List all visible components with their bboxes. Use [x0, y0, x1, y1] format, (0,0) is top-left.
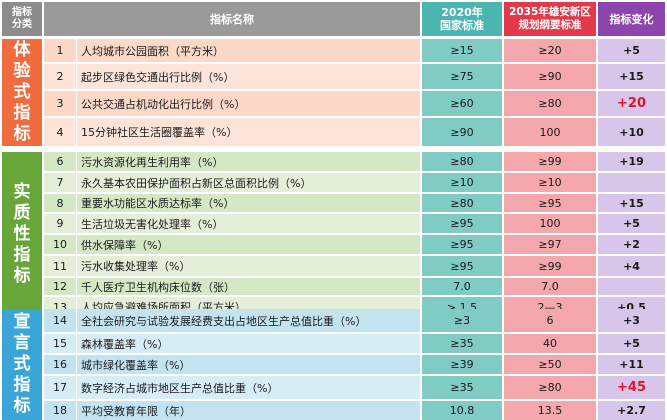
xiongan-standard: 6 [504, 309, 596, 332]
indicator-change [598, 173, 665, 192]
xiongan-standard: ≥99 [504, 152, 596, 171]
row-number: 2 [44, 64, 76, 89]
indicator-change: +2.7 [598, 401, 665, 420]
xiongan-standard: ≥10 [504, 173, 596, 192]
indicator-name: 数字经济占城市地区生产总值比重（%） [77, 376, 420, 399]
national-standard: ≥3 [422, 309, 502, 332]
indicator-name: 人均城市公园面积（平方米） [77, 39, 420, 62]
xiongan-standard: ≥80 [504, 376, 596, 399]
indicator-name: 全社会研究与试验发展经费支出占地区生产总值比重（%） [77, 309, 420, 332]
national-standard: ≥75 [422, 64, 502, 89]
national-standard: ≥15 [422, 39, 502, 62]
header-national-standard: 2020年 国家标准 [422, 2, 502, 36]
indicator-change: +2 [598, 235, 665, 254]
xiongan-standard: ≥20 [504, 39, 596, 62]
national-standard: ≥35 [422, 376, 502, 399]
row-number: 11 [44, 256, 76, 276]
national-standard: ≥35 [422, 334, 502, 353]
xiongan-standard: 7.0 [504, 278, 596, 295]
row-number: 7 [44, 173, 76, 192]
indicator-name: 生活垃圾无害化处理率（%） [77, 214, 420, 233]
national-standard: ≥95 [422, 214, 502, 233]
indicator-name: 重要水功能区水质达标率（%） [77, 194, 420, 212]
header-category: 指标 分类 [2, 2, 42, 36]
row-number: 8 [44, 194, 76, 212]
national-standard: ≥95 [422, 235, 502, 254]
indicator-name: 城市绿化覆盖率（%） [77, 355, 420, 374]
national-standard: ≥80 [422, 194, 502, 212]
national-standard: ≥39 [422, 355, 502, 374]
xiongan-standard: 100 [504, 214, 596, 233]
xiongan-standard: ≥50 [504, 355, 596, 374]
xiongan-standard: ≥95 [504, 194, 596, 212]
xiongan-standard: 13.5 [504, 401, 596, 420]
row-number: 17 [44, 376, 76, 399]
indicator-change: +15 [598, 194, 665, 212]
indicator-change: +5 [598, 39, 665, 62]
indicator-name: 起步区绿色交通出行比例（%） [77, 64, 420, 89]
header-xiongan-standard: 2035年雄安新区 规划纲要标准 [504, 2, 596, 36]
row-number: 15 [44, 334, 76, 353]
row-number: 12 [44, 278, 76, 295]
indicator-name: 公共交通占机动化出行比例（%） [77, 91, 420, 116]
row-number: 18 [44, 401, 76, 420]
xiongan-standard: 100 [504, 118, 596, 146]
indicator-name: 千人医疗卫生机构床位数（张） [77, 278, 420, 295]
indicator-name: 永久基本农田保护面积占新区总面积比例（%） [77, 173, 420, 192]
header-indicator-name: 指标名称 [44, 2, 420, 36]
row-number: 3 [44, 91, 76, 116]
indicator-change: +11 [598, 355, 665, 374]
national-standard: ≥10 [422, 173, 502, 192]
row-number: 16 [44, 355, 76, 374]
indicator-change: +20 [598, 91, 665, 116]
row-number: 4 [44, 118, 76, 146]
national-standard: 7.0 [422, 278, 502, 295]
indicator-name: 供水保障率（%） [77, 235, 420, 254]
row-number: 14 [44, 309, 76, 332]
row-number: 10 [44, 235, 76, 254]
row-number: 6 [44, 152, 76, 171]
xiongan-standard: ≥90 [504, 64, 596, 89]
xiongan-standard: ≥97 [504, 235, 596, 254]
national-standard: 10.8 [422, 401, 502, 420]
xiongan-standard: 40 [504, 334, 596, 353]
indicator-name: 森林覆盖率（%） [77, 334, 420, 353]
indicator-change [598, 278, 665, 295]
indicator-change: +3 [598, 309, 665, 332]
category-label: 体 验 式 指 标 [2, 39, 42, 146]
indicator-change: +5 [598, 214, 665, 233]
indicator-name: 平均受教育年限（年） [77, 401, 420, 420]
indicator-change: +5 [598, 334, 665, 353]
category-label: 实 质 性 指 标 [2, 152, 42, 317]
national-standard: ≥95 [422, 256, 502, 276]
indicator-change: +4 [598, 256, 665, 276]
indicator-name: 15分钟社区生活圈覆盖率（%） [77, 118, 420, 146]
indicator-name: 污水资源化再生利用率（%） [77, 152, 420, 171]
indicator-change: +19 [598, 152, 665, 171]
indicator-change: +10 [598, 118, 665, 146]
row-number: 1 [44, 39, 76, 62]
header-indicator-change: 指标变化 [598, 2, 665, 36]
row-number: 9 [44, 214, 76, 233]
national-standard: ≥80 [422, 152, 502, 171]
xiongan-standard: ≥99 [504, 256, 596, 276]
indicator-change: +45 [598, 376, 665, 399]
indicator-change: +15 [598, 64, 665, 89]
category-label: 宣 言 式 指 标 [2, 309, 42, 420]
national-standard: ≥60 [422, 91, 502, 116]
national-standard: ≥90 [422, 118, 502, 146]
indicator-name: 污水收集处理率（%） [77, 256, 420, 276]
xiongan-standard: ≥80 [504, 91, 596, 116]
